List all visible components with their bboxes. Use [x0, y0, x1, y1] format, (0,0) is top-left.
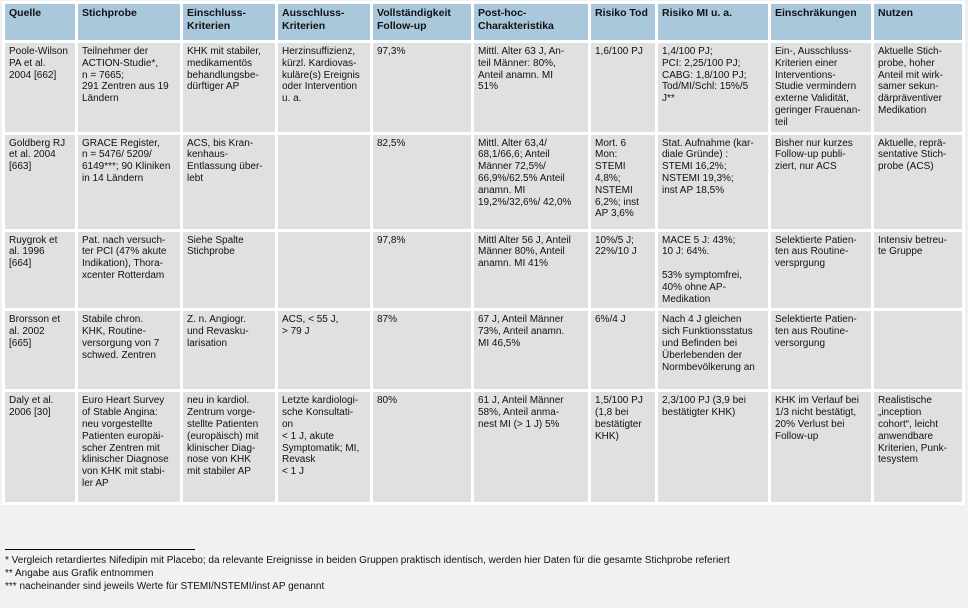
table-cell: 1,4/100 PJ; PCI: 2,25/100 PJ; CABG: 1,8/…	[658, 43, 768, 132]
table-cell: neu in kardiol. Zentrum vorge- stellte P…	[183, 392, 275, 503]
table-cell: Daly et al. 2006 [30]	[5, 392, 75, 503]
footnote-3: *** nacheinander sind jeweils Werte für …	[5, 581, 325, 592]
table-cell: 97,8%	[373, 231, 471, 309]
table-cell: Siehe Spalte Stichprobe	[183, 231, 275, 309]
column-header-2: Einschluss- Kriterien	[183, 4, 275, 40]
table-cell: Bisher nur kurzes Follow-up publi- ziert…	[771, 134, 871, 229]
table-cell: 82,5%	[373, 134, 471, 229]
footnote-block: * Vergleich retardiertes Nifedipin mit P…	[5, 549, 963, 593]
table-cell: Selektierte Patien- ten aus Routine- ver…	[771, 231, 871, 309]
footnote-divider	[5, 549, 195, 550]
table-cell: 80%	[373, 392, 471, 503]
table-cell: Z. n. Angiogr. und Revasku- larisation	[183, 311, 275, 390]
column-header-6: Risiko Tod	[591, 4, 655, 40]
column-header-1: Stichprobe	[78, 4, 180, 40]
table-row: Poole-Wilson PA et al. 2004 [662] Teilneh…	[5, 43, 962, 132]
table-cell	[278, 134, 370, 229]
table-cell: Poole-Wilson PA et al. 2004 [662]	[5, 43, 75, 132]
column-header-7: Risiko MI u. a.	[658, 4, 768, 40]
table-cell	[278, 231, 370, 309]
table-cell: Brorsson et al. 2002 [665]	[5, 311, 75, 390]
table-cell: Ein-, Ausschluss- Kriterien einer Interv…	[771, 43, 871, 132]
table-cell: Mort. 6 Mon: STEMI 4,8%; NSTEMI 6,2%; in…	[591, 134, 655, 229]
table-cell: ACS, < 55 J, > 79 J	[278, 311, 370, 390]
table-cell: Ruygrok et al. 1996 [664]	[5, 231, 75, 309]
table-body: Poole-Wilson PA et al. 2004 [662] Teilneh…	[5, 43, 962, 503]
table-cell: Selektierte Patien- ten aus Routine- ver…	[771, 311, 871, 390]
table-cell: 1,5/100 PJ (1,8 bei bestätigter KHK)	[591, 392, 655, 503]
table-cell: Mittl Alter 56 J, Anteil Männer 80%, Ant…	[474, 231, 588, 309]
table-row: Goldberg RJ et al. 2004 [663] GRACE Regis…	[5, 134, 962, 229]
table-header-row: Quelle Stichprobe Einschluss- Kriterien Aus…	[5, 4, 962, 40]
table-cell: KHK mit stabiler, medikamentös behandlun…	[183, 43, 275, 132]
column-header-8: Einschräkungen	[771, 4, 871, 40]
table-cell: Aktuelle, reprä- sentative Stich- probe …	[874, 134, 962, 229]
table-cell: Intensiv betreu- te Gruppe	[874, 231, 962, 309]
table-cell: 67 J, Anteil Männer 73%, Anteil anamn. M…	[474, 311, 588, 390]
table-cell: 1,6/100 PJ	[591, 43, 655, 132]
column-header-3: Ausschluss- Kriterien	[278, 4, 370, 40]
table-cell: Realistische „inception cohort“, leicht …	[874, 392, 962, 503]
table-cell: Stat. Aufnahme (kar- diale Gründe) : STE…	[658, 134, 768, 229]
evidence-table: Quelle Stichprobe Einschluss- Kriterien Aus…	[2, 1, 965, 506]
table-cell: 2,3/100 PJ (3,9 bei bestätigter KHK)	[658, 392, 768, 503]
column-header-9: Nutzen	[874, 4, 962, 40]
footnote-2: ** Angabe aus Grafik entnommen	[5, 568, 154, 579]
table-cell: 61 J, Anteil Männer 58%, Anteil anma- ne…	[474, 392, 588, 503]
table-cell: 10%/5 J; 22%/10 J	[591, 231, 655, 309]
table-cell: Mittl. Alter 63 J, An- teil Männer: 80%,…	[474, 43, 588, 132]
table-cell: GRACE Register, n = 5476/ 5209/ 6149***;…	[78, 134, 180, 229]
table-cell: 6%/4 J	[591, 311, 655, 390]
table-cell: Pat. nach versuch- ter PCI (47% akute In…	[78, 231, 180, 309]
table-cell: MACE 5 J: 43%; 10 J: 64%. 53% symptomfre…	[658, 231, 768, 309]
table-row: Ruygrok et al. 1996 [664] Pat. nach versu…	[5, 231, 962, 309]
table-cell: Nach 4 J gleichen sich Funktionsstatus u…	[658, 311, 768, 390]
table-cell: 97,3%	[373, 43, 471, 132]
table-row: Daly et al. 2006 [30] Euro Heart Survey o…	[5, 392, 962, 503]
table-cell: Herzinsuffizienz, kürzl. Kardiovas- kulä…	[278, 43, 370, 132]
table-cell: Aktuelle Stich- probe, hoher Anteil mit …	[874, 43, 962, 132]
column-header-0: Quelle	[5, 4, 75, 40]
table-cell: Stabile chron. KHK, Routine- versorgung …	[78, 311, 180, 390]
table-cell: ACS, bis Kran- kenhaus- Entlassung über-…	[183, 134, 275, 229]
column-header-5: Post-hoc- Charakteristika	[474, 4, 588, 40]
table-row: Brorsson et al. 2002 [665] Stabile chron.…	[5, 311, 962, 390]
table-cell: Euro Heart Survey of Stable Angina: neu …	[78, 392, 180, 503]
table-cell: Letzte kardiologi- sche Konsultati- on <…	[278, 392, 370, 503]
table-cell: Goldberg RJ et al. 2004 [663]	[5, 134, 75, 229]
table-cell: Mittl. Alter 63,4/ 68,1/66,6; Anteil Män…	[474, 134, 588, 229]
table-cell: 87%	[373, 311, 471, 390]
footnote-1: * Vergleich retardiertes Nifedipin mit P…	[5, 555, 730, 566]
table-cell: KHK im Verlauf bei 1/3 nicht bestätigt, …	[771, 392, 871, 503]
table-cell	[874, 311, 962, 390]
column-header-4: Vollständigkeit Follow-up	[373, 4, 471, 40]
table-cell: Teilnehmer der ACTION-Studie*, n = 7665;…	[78, 43, 180, 132]
